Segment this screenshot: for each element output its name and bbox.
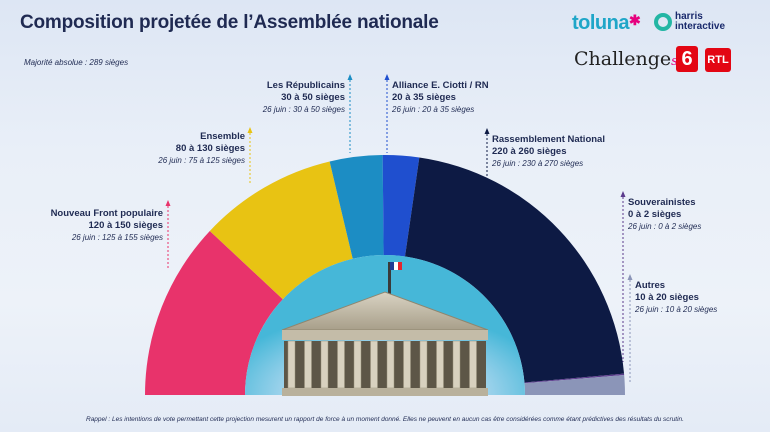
series-prev: 26 juin : 125 à 155 sièges [71, 233, 163, 242]
series-name: Nouveau Front populaire [50, 208, 163, 219]
series-prev: 26 juin : 230 à 270 sièges [492, 159, 584, 168]
series-name: Ensemble [200, 131, 245, 142]
pointer-arrow-icon [384, 74, 390, 80]
column [419, 340, 428, 389]
series-range: 80 à 130 sièges [175, 143, 245, 154]
series-name: Autres [635, 280, 666, 291]
series-label: Nouveau Front populaire 120 à 150 sièges 2… [51, 208, 163, 244]
pointer-arrow-icon [247, 127, 253, 133]
harris-interactive-logo: harris interactive [654, 12, 725, 32]
seat-arc-autres [524, 374, 625, 395]
footnote: Rappel : Les intentions de vote permetta… [86, 416, 684, 423]
series-range: 120 à 150 sièges [88, 220, 163, 231]
flag-pole [388, 262, 391, 302]
series-label: Ensemble 80 à 130 sièges 26 juin : 75 à 12… [158, 131, 245, 167]
series-label: Les Républicains 30 à 50 sièges 26 juin : … [263, 80, 345, 116]
series-prev: 26 juin : 75 à 125 sièges [158, 156, 245, 165]
column [436, 340, 444, 389]
series-name: Alliance E. Ciotti / RN [392, 80, 489, 91]
column [386, 340, 395, 389]
series-range: 10 à 20 sièges [635, 292, 699, 303]
pointer-arrow-icon [484, 128, 490, 134]
column [353, 340, 362, 389]
series-prev: 26 juin : 30 à 50 sièges [262, 105, 345, 114]
column [403, 340, 411, 389]
m6-logo: 6 [676, 46, 698, 72]
seat-arc-les-r-publicains [329, 155, 384, 259]
pointer-arrow-icon [620, 191, 626, 197]
series-name: Souverainistes [628, 197, 696, 208]
pointer-arrow-icon [347, 74, 353, 80]
series-label: Alliance E. Ciotti / RN 20 à 35 sièges 26 … [392, 80, 489, 116]
series-label: Souverainistes 0 à 2 sièges 26 juin : 0 à … [628, 197, 701, 233]
seat-arc-ensemble [209, 161, 353, 300]
column [469, 340, 477, 389]
series-label: Rassemblement National 220 à 260 sièges 26… [492, 134, 605, 170]
series-range: 220 à 260 sièges [492, 146, 567, 157]
series-prev: 26 juin : 0 à 2 sièges [628, 222, 702, 231]
seat-arc-nouveau-front-populaire [145, 230, 283, 395]
colonnade [284, 340, 486, 389]
majority-note: Majorité absolue : 289 sièges [24, 58, 129, 67]
column [304, 340, 312, 389]
rtl-logo: RTL [705, 48, 731, 72]
column [320, 340, 329, 389]
harris-ring-icon [654, 13, 672, 31]
page-title: Composition projetée de l’Assemblée nati… [20, 12, 439, 33]
series-range: 0 à 2 sièges [628, 209, 682, 220]
seat-arc-alliance-e-ciotti-rn [382, 155, 420, 257]
portico-shadow [284, 341, 486, 388]
series-prev: 26 juin : 10 à 20 sièges [635, 305, 718, 314]
series-label: Autres 10 à 20 sièges 26 juin : 10 à 20 si… [635, 280, 717, 316]
pointer-arrow-icon [165, 200, 171, 206]
seat-arc-souverainistes [524, 373, 625, 384]
series-range: 30 à 50 sièges [281, 92, 345, 103]
toluna-logo: toluna✱ [572, 12, 641, 34]
series-prev: 26 juin : 20 à 35 sièges [392, 105, 475, 114]
column [452, 340, 461, 389]
seat-arc-rassemblement-national [405, 157, 625, 383]
column [370, 340, 378, 389]
partner-logos: toluna✱ harris interactive Challenges 6 R… [572, 10, 752, 80]
entablature [282, 330, 488, 340]
french-flag-icon [390, 262, 402, 270]
steps [282, 388, 488, 396]
column [287, 340, 296, 389]
series-name: Rassemblement National [492, 134, 605, 145]
series-name: Les Républicains [266, 80, 345, 91]
challenges-logo: Challenges [574, 48, 678, 70]
pointer-arrow-icon [627, 274, 633, 280]
assemblee-building [245, 255, 525, 396]
column [337, 340, 345, 389]
series-range: 20 à 35 sièges [392, 92, 456, 103]
